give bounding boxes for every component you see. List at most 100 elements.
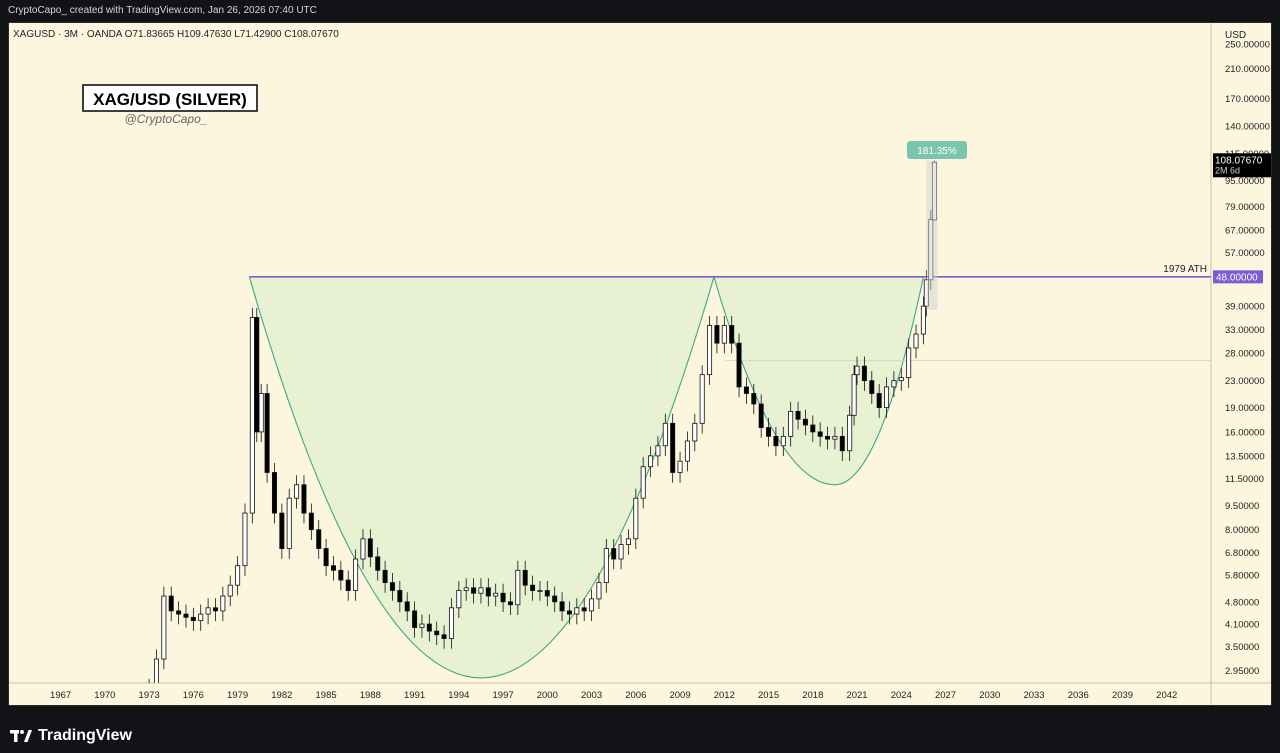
candle	[323, 548, 329, 567]
price-tick-label: 5.80000	[1225, 571, 1259, 582]
price-tick-label: 9.50000	[1225, 501, 1259, 512]
time-tick-label: 2009	[669, 690, 690, 701]
candle	[360, 538, 366, 560]
price-tick-label: 16.00000	[1225, 427, 1265, 438]
time-tick-label: 1994	[448, 690, 469, 701]
candle	[913, 333, 919, 349]
time-axis[interactable]: 1967 1970 1973 1976 1979 1982 1985 1988 1991 1994…	[50, 690, 1177, 701]
candle	[758, 403, 764, 428]
price-tick-label: 6.80000	[1225, 548, 1259, 559]
candle	[736, 342, 742, 388]
price-tick-label: 28.00000	[1225, 348, 1265, 359]
candle	[183, 613, 189, 618]
price-axis[interactable]: 250.00000210.00000170.00000140.00000115.…	[1225, 39, 1270, 677]
candle	[271, 472, 277, 514]
bar-countdown: 2M 6d	[1215, 165, 1240, 175]
tradingview-logo[interactable]: TradingView	[10, 727, 132, 745]
price-tick-label: 95.00000	[1225, 176, 1265, 187]
candle	[485, 587, 491, 597]
candle	[596, 582, 602, 600]
candle	[581, 607, 587, 612]
candle	[419, 623, 425, 628]
candle	[389, 582, 395, 591]
time-tick-label: 2030	[979, 690, 1000, 701]
candle	[684, 440, 690, 462]
candle	[301, 484, 307, 514]
time-tick-label: 2015	[758, 690, 779, 701]
candle	[316, 529, 322, 549]
time-tick-label: 1970	[94, 690, 115, 701]
candle	[625, 538, 631, 545]
time-tick-label: 2033	[1023, 690, 1044, 701]
candle	[832, 435, 838, 440]
candle	[500, 592, 506, 603]
candle	[677, 460, 683, 473]
candle	[633, 497, 639, 540]
candle	[751, 393, 757, 405]
chart-area[interactable]: XAGUSD · 3M · OANDA O71.83665 H109.47630…	[8, 22, 1272, 706]
price-tick-label: 23.00000	[1225, 376, 1265, 387]
candle	[463, 587, 469, 591]
candle	[729, 325, 735, 344]
candle	[906, 347, 912, 379]
candle	[456, 590, 462, 609]
percent-change-badge	[907, 141, 967, 159]
author-handle: @CryptoCapo_	[125, 112, 208, 126]
candle	[242, 512, 248, 567]
candle	[920, 305, 926, 335]
time-tick-label: 2018	[802, 690, 823, 701]
candle	[795, 410, 801, 420]
candle	[721, 325, 727, 344]
chart-title: XAG/USD (SILVER)	[93, 90, 247, 109]
candle	[382, 569, 388, 583]
candle	[353, 558, 359, 591]
price-tick-label: 170.00000	[1225, 94, 1270, 105]
candle	[161, 595, 167, 660]
candle	[699, 374, 705, 424]
time-tick-label: 2027	[935, 690, 956, 701]
ath-price-value: 48.00000	[1216, 272, 1258, 283]
candle	[168, 595, 174, 612]
candle	[235, 565, 241, 586]
price-tick-label: 79.00000	[1225, 202, 1265, 213]
time-tick-label: 2000	[537, 690, 558, 701]
candle	[227, 584, 233, 597]
chart-credit: CryptoCapo_ created with TradingView.com…	[0, 0, 1280, 22]
candle	[618, 544, 624, 560]
candle	[258, 393, 264, 433]
candle	[367, 538, 373, 558]
price-tick-label: 11.50000	[1225, 474, 1264, 485]
candle	[648, 455, 654, 468]
currency-label: USD	[1225, 30, 1246, 41]
time-tick-label: 1991	[404, 690, 425, 701]
candle	[441, 634, 447, 639]
candle	[780, 435, 786, 447]
candle	[839, 435, 845, 452]
candle	[743, 386, 749, 394]
candle	[603, 548, 609, 583]
candle	[286, 497, 292, 549]
candle	[655, 445, 661, 457]
candle	[876, 393, 882, 409]
time-tick-label: 1979	[227, 690, 248, 701]
price-tick-label: 39.00000	[1225, 302, 1265, 313]
price-tick-label: 19.00000	[1225, 403, 1265, 414]
candle	[412, 610, 418, 628]
candle	[426, 623, 432, 632]
footer: TradingView	[0, 706, 1280, 753]
price-tick-label: 67.00000	[1225, 225, 1265, 236]
candle	[861, 365, 867, 382]
candle	[891, 380, 897, 388]
candle	[574, 607, 580, 615]
time-tick-label: 2012	[714, 690, 735, 701]
candle	[714, 325, 720, 344]
last-price-value: 108.07670	[1215, 155, 1263, 166]
price-tick-label: 140.00000	[1225, 121, 1270, 132]
price-tick-label: 13.50000	[1225, 451, 1265, 462]
price-tick-label: 250.00000	[1225, 39, 1270, 50]
candle	[205, 607, 211, 615]
price-chart[interactable]: XAGUSD · 3M · OANDA O71.83665 H109.47630…	[9, 23, 1271, 705]
time-tick-label: 2039	[1112, 690, 1133, 701]
candle	[345, 579, 351, 591]
candle	[884, 386, 890, 409]
